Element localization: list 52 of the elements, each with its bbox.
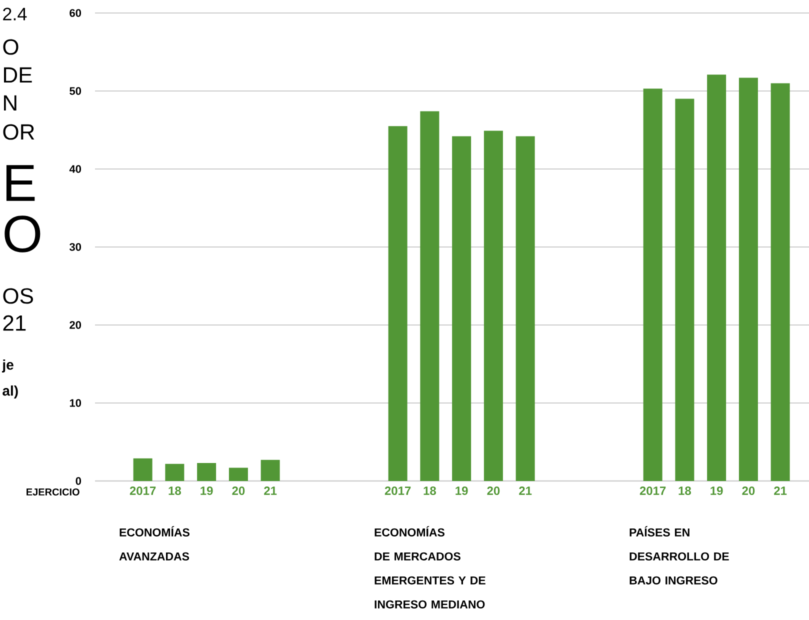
bar bbox=[165, 464, 184, 481]
text: N bbox=[4, 95, 16, 111]
y-tick-label: 50 bbox=[70, 87, 82, 95]
bar bbox=[707, 74, 726, 481]
x-tick-label: 20 bbox=[232, 486, 245, 496]
text: OS bbox=[3, 288, 33, 304]
x-tick-label: 20 bbox=[742, 486, 755, 496]
x-tick-label: 2017 bbox=[130, 486, 156, 496]
text: 21 bbox=[3, 315, 26, 331]
bar bbox=[228, 468, 248, 481]
text: OR bbox=[3, 124, 34, 140]
bar bbox=[770, 83, 790, 481]
x-tick-label: 2017 bbox=[640, 486, 666, 496]
text: ECONOMÍAS AVANZADAS bbox=[119, 526, 190, 560]
bar bbox=[484, 130, 503, 481]
text: O bbox=[3, 39, 18, 55]
text: DE bbox=[4, 67, 32, 83]
y-tick-label: 60 bbox=[70, 9, 82, 17]
bar bbox=[516, 136, 535, 481]
bar bbox=[388, 126, 408, 481]
x-tick-label: 18 bbox=[678, 486, 691, 496]
bar bbox=[133, 458, 152, 481]
x-tick-label: 20 bbox=[487, 486, 500, 496]
bar bbox=[738, 78, 758, 481]
x-tick-label: 19 bbox=[710, 486, 723, 496]
bar bbox=[260, 460, 280, 481]
text: E bbox=[6, 165, 35, 201]
y-tick-label: 20 bbox=[70, 321, 82, 329]
x-tick-label: 21 bbox=[264, 486, 277, 495]
y-tick-label: 30 bbox=[69, 243, 82, 251]
text: je bbox=[2, 359, 14, 373]
y-tick-label: 40 bbox=[69, 165, 82, 173]
bar bbox=[675, 98, 694, 481]
text: 2.4 bbox=[3, 8, 27, 20]
text: PAÍSES EN DESARROLLO DE BAJO INGRESO bbox=[630, 526, 729, 584]
y-tick-label: 10 bbox=[70, 399, 82, 407]
x-tick-label: 19 bbox=[456, 486, 468, 496]
text: al) bbox=[2, 385, 18, 399]
text: ECONOMÍAS DE MERCADOS EMERGENTES Y DE INGRESO MEDIANO bbox=[374, 526, 486, 608]
bar bbox=[197, 463, 216, 481]
x-tick-label: 21 bbox=[774, 486, 787, 495]
bar bbox=[643, 88, 662, 481]
bar bbox=[420, 111, 440, 481]
x-axis-title: EJERCICIO bbox=[26, 488, 80, 496]
x-tick-label: 18 bbox=[168, 486, 181, 496]
x-tick-label: 2017 bbox=[384, 486, 411, 496]
y-tick-label: 0 bbox=[76, 477, 82, 485]
x-tick-label: 18 bbox=[424, 486, 436, 496]
x-tick-label: 19 bbox=[200, 486, 213, 496]
bar bbox=[452, 136, 472, 481]
text: O bbox=[4, 216, 40, 252]
x-tick-label: 21 bbox=[519, 486, 532, 495]
